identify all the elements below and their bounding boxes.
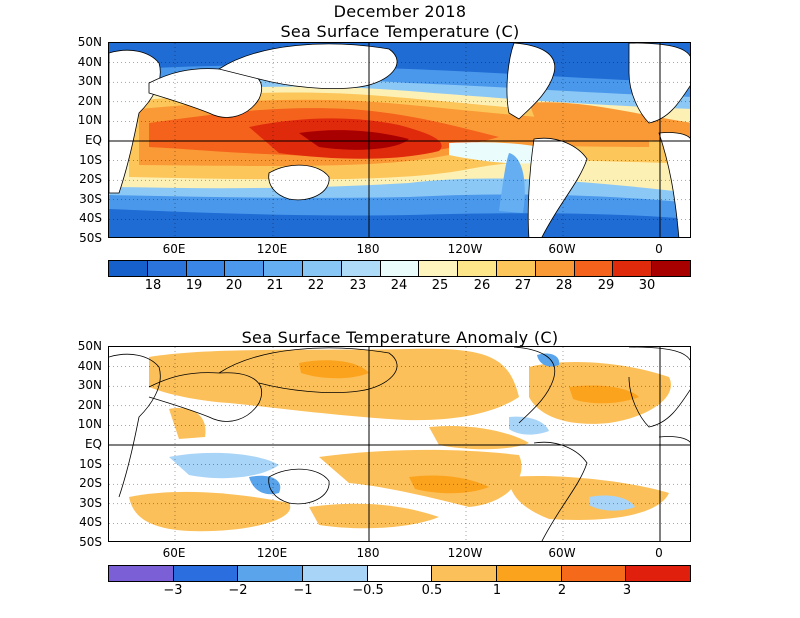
lon-label: 120E [256,242,288,256]
colorbar-swatch [109,566,174,581]
colorbar-label: 27 [514,278,532,293]
lat-label: 40S [79,515,102,529]
colorbar-swatch [561,566,627,581]
figure-title: December 2018 [333,2,467,21]
colorbar-label: 25 [431,278,449,293]
colorbar-label: −2 [228,583,248,598]
colorbar-label: 18 [144,278,162,293]
lat-label: 30N [77,378,102,392]
colorbar-label: −1 [293,583,313,598]
colorbar-swatch [238,566,304,581]
colorbar-swatch [652,261,690,276]
colorbar-swatch [147,261,187,276]
colorbar-swatch [458,261,497,276]
lat-label: 30S [79,192,102,206]
colorbar-swatch [380,261,420,276]
lon-label: 180 [356,546,380,560]
colorbar-label: 22 [307,278,325,293]
colorbar-swatch [496,261,536,276]
colorbar-label: −3 [163,583,183,598]
colorbar-label: 20 [225,278,243,293]
colorbar-swatch [109,261,148,276]
colorbar-swatch [173,566,239,581]
lat-label: 20N [77,94,102,108]
colorbar-label: 19 [185,278,203,293]
colorbar-label: 23 [349,278,367,293]
colorbar-label: 26 [473,278,491,293]
colorbar-swatch [303,566,368,581]
colorbar-label: 29 [597,278,615,293]
colorbar-label: 21 [266,278,284,293]
lat-label: 20S [79,476,102,490]
lon-label: 60E [162,546,186,560]
lon-label: 120W [447,242,483,256]
lat-label: 50S [79,535,102,549]
colorbar-swatch [186,261,226,276]
colorbar-label: −0.5 [352,583,384,598]
lat-label: 40N [77,359,102,373]
lon-label: 0 [655,242,663,256]
colorbar-swatch [367,566,433,581]
anomaly-panel-title: Sea Surface Temperature Anomaly (C) [241,328,559,347]
lat-label: 30N [77,74,102,88]
colorbar-swatch [497,566,562,581]
lon-label: 60W [548,546,576,560]
colorbar-swatch [432,566,498,581]
lon-label: 60W [548,242,576,256]
anomaly-map-graphic [109,347,690,541]
lat-label: EQ [84,133,102,147]
colorbar-label: 1 [492,583,502,598]
lon-label: 180 [356,242,380,256]
lat-label: 20N [77,398,102,412]
lat-label: 20S [79,172,102,186]
lon-label: 120W [447,546,483,560]
colorbar-label: 2 [557,583,567,598]
lat-label: 40S [79,211,102,225]
lat-label: 50S [79,231,102,245]
lat-label: 30S [79,496,102,510]
colorbar-label: 28 [555,278,573,293]
colorbar-label: 24 [390,278,408,293]
lat-label: 50N [77,35,102,49]
colorbar-swatch [264,261,303,276]
lat-label: 10N [77,113,102,127]
colorbar-swatch [302,261,342,276]
lon-label: 60E [162,242,186,256]
lat-label: EQ [84,437,102,451]
colorbar-swatch [225,261,265,276]
colorbar-swatch [626,566,691,581]
sst-colorbar [108,260,691,277]
lat-label: 10N [77,417,102,431]
colorbar-swatch [574,261,614,276]
lat-label: 50N [77,339,102,353]
anomaly-map [108,346,691,542]
lon-label: 120E [256,546,288,560]
lon-label: 0 [655,546,663,560]
anomaly-colorbar [108,565,691,582]
colorbar-label: 30 [638,278,656,293]
sst-panel-title: Sea Surface Temperature (C) [280,22,520,41]
sst-map [108,42,691,238]
sst-map-graphic [109,43,690,237]
colorbar-swatch [419,261,459,276]
colorbar-swatch [341,261,381,276]
lat-label: 10S [79,457,102,471]
colorbar-label: 0.5 [421,583,443,598]
colorbar-swatch [535,261,575,276]
lat-label: 10S [79,153,102,167]
colorbar-label: 3 [622,583,632,598]
lat-label: 40N [77,55,102,69]
colorbar-swatch [613,261,653,276]
